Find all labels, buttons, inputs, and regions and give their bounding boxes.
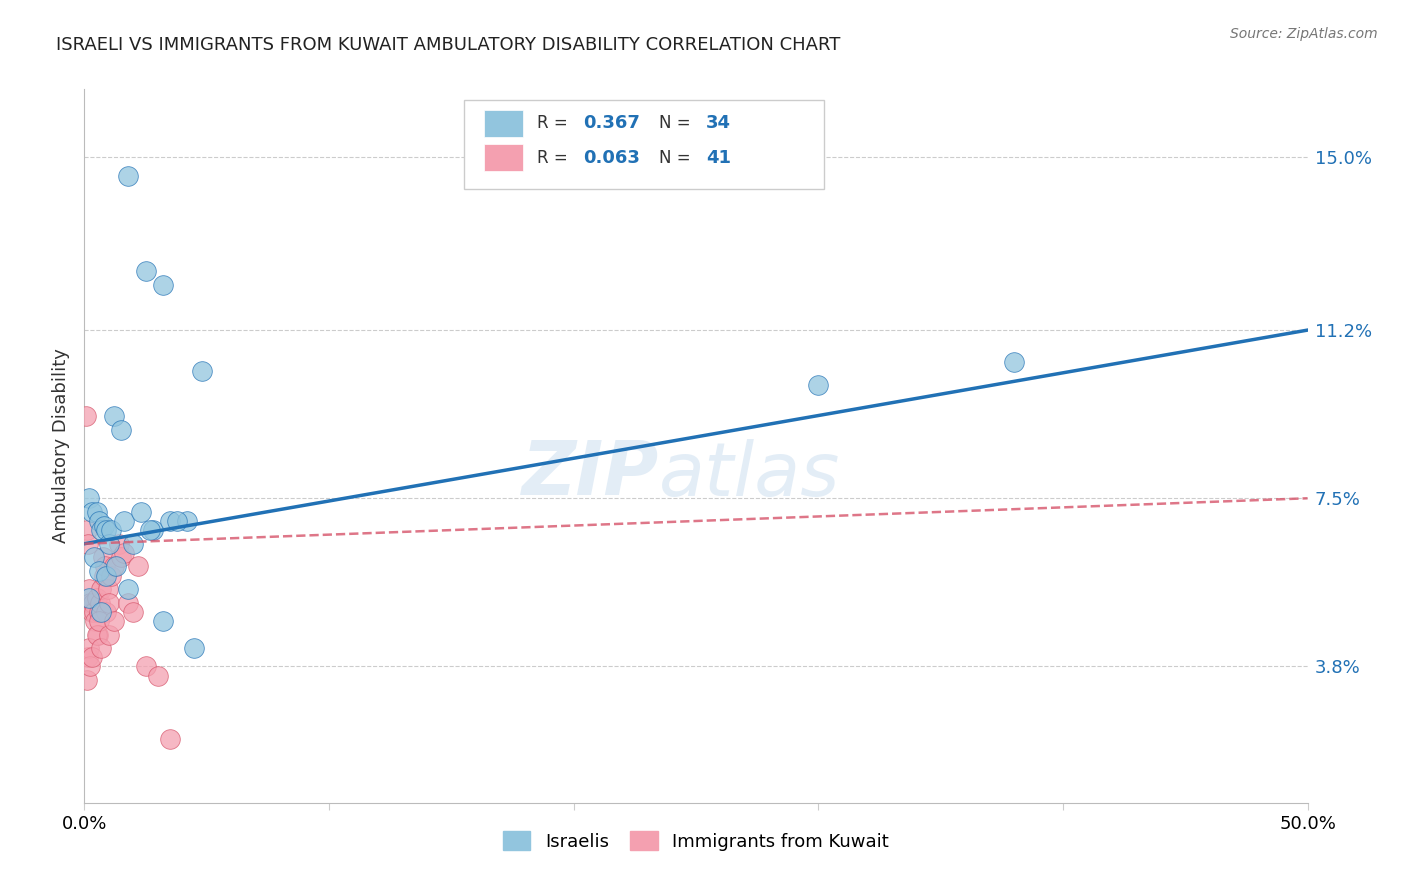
Point [183, 641, 205, 656]
Point [94, 559, 117, 574]
Point [86, 591, 108, 606]
Text: N =: N = [659, 114, 696, 132]
Point [142, 523, 165, 537]
Text: R =: R = [537, 149, 574, 167]
Point [83, 605, 105, 619]
Point [100, 568, 122, 582]
Point [807, 377, 830, 392]
Point [97, 537, 120, 551]
Point [89, 596, 111, 610]
Point [80, 605, 103, 619]
Point [90, 582, 112, 597]
Point [127, 559, 149, 574]
Point [93, 568, 115, 582]
Point [87, 627, 110, 641]
Point [117, 169, 139, 183]
Point [76, 523, 98, 537]
Point [122, 537, 145, 551]
Point [87, 564, 110, 578]
FancyBboxPatch shape [484, 110, 523, 137]
Point [122, 605, 145, 619]
Point [79, 596, 101, 610]
Point [97, 596, 120, 610]
Point [82, 596, 104, 610]
Point [152, 614, 174, 628]
Point [90, 523, 112, 537]
Point [117, 596, 139, 610]
Point [93, 518, 115, 533]
Point [110, 423, 132, 437]
Point [87, 605, 110, 619]
Point [80, 505, 103, 519]
Text: R =: R = [537, 114, 574, 132]
Point [84, 614, 107, 628]
Point [96, 568, 118, 582]
Text: Source: ZipAtlas.com: Source: ZipAtlas.com [1230, 27, 1378, 41]
Point [105, 559, 128, 574]
Point [87, 514, 110, 528]
Point [87, 614, 110, 628]
Point [77, 582, 100, 597]
Point [79, 659, 101, 673]
Legend: Israelis, Immigrants from Kuwait: Israelis, Immigrants from Kuwait [496, 824, 896, 858]
Point [152, 277, 174, 292]
Point [135, 659, 157, 673]
Point [77, 650, 100, 665]
Point [159, 514, 181, 528]
Point [86, 505, 108, 519]
Point [117, 582, 139, 597]
Text: 0.063: 0.063 [583, 149, 640, 167]
Point [139, 523, 162, 537]
Point [83, 550, 105, 565]
Text: atlas: atlas [659, 439, 841, 510]
Point [77, 491, 100, 506]
Point [100, 523, 122, 537]
Text: N =: N = [659, 149, 696, 167]
Point [77, 641, 100, 656]
Point [75, 409, 97, 424]
Point [97, 627, 120, 641]
Text: 34: 34 [706, 114, 731, 132]
FancyBboxPatch shape [464, 100, 824, 189]
Point [103, 559, 125, 574]
Point [159, 732, 181, 747]
Point [77, 537, 100, 551]
Point [176, 514, 198, 528]
Point [191, 364, 214, 378]
Text: 41: 41 [706, 149, 731, 167]
Point [90, 641, 112, 656]
Point [103, 614, 125, 628]
Point [97, 582, 120, 597]
Point [129, 505, 152, 519]
FancyBboxPatch shape [484, 145, 523, 171]
Point [80, 650, 103, 665]
Point [96, 605, 118, 619]
Point [90, 605, 112, 619]
Point [146, 668, 169, 682]
Point [110, 550, 132, 565]
Point [135, 264, 157, 278]
Point [112, 546, 135, 560]
Point [96, 523, 118, 537]
Point [76, 673, 98, 687]
Point [112, 514, 135, 528]
Text: ZIP: ZIP [522, 438, 659, 511]
Point [166, 514, 188, 528]
Text: ISRAELI VS IMMIGRANTS FROM KUWAIT AMBULATORY DISABILITY CORRELATION CHART: ISRAELI VS IMMIGRANTS FROM KUWAIT AMBULA… [56, 36, 841, 54]
Y-axis label: Ambulatory Disability: Ambulatory Disability [52, 349, 70, 543]
Point [103, 409, 125, 424]
Point [91, 550, 114, 565]
Point [107, 537, 129, 551]
Point [1002, 355, 1025, 369]
Point [77, 591, 100, 606]
Text: 0.367: 0.367 [583, 114, 640, 132]
Point [86, 627, 108, 641]
